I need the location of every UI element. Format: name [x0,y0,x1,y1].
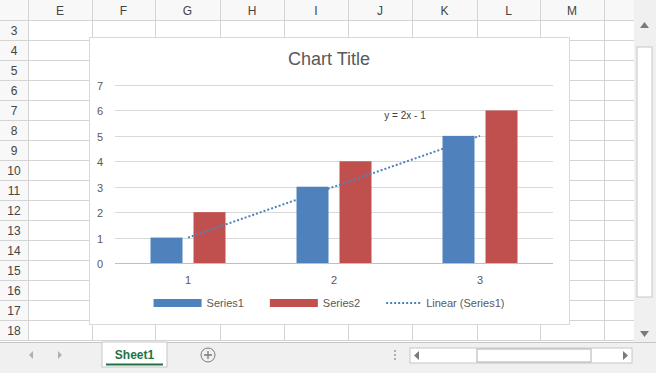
trendline-equation: y = 2x - 1 [384,110,426,121]
y-tick-label: 5 [97,131,103,143]
legend: Series1 Series2 Linear (Series1) [154,297,505,309]
row-header: 10 [7,164,21,178]
row-header: 18 [7,324,21,338]
sheet-tab[interactable] [102,342,167,367]
row-header: 6 [11,84,18,98]
row-header: 11 [8,184,21,198]
bar [443,136,475,263]
column-header: E [56,4,64,18]
row-header: 8 [11,124,18,138]
row-header: 13 [7,224,21,238]
chart-title: Chart Title [288,49,370,69]
plot-marks [151,110,518,263]
chart-area [90,38,570,325]
y-tick-label: 3 [97,182,103,194]
row-header: 15 [7,264,21,278]
legend-label: Linear (Series1) [426,297,504,309]
horizontal-scroll-thumb[interactable] [477,349,591,362]
sheet-background [0,0,634,341]
scroll-right-arrow[interactable] [623,351,628,360]
x-tick-label: 3 [477,274,483,286]
scroll-up-arrow[interactable] [640,22,649,28]
scroll-down-arrow[interactable] [640,331,649,337]
row-header: 14 [7,244,21,258]
tab-scroll-right[interactable] [58,351,62,359]
legend-swatch [270,299,318,307]
y-tick-label: 2 [97,207,103,219]
row-header-bar [0,0,28,341]
row-header: 12 [7,204,21,218]
bar [151,238,183,263]
scroll-left-arrow[interactable] [414,351,419,360]
splitter-dot [394,358,396,360]
column-line [604,0,605,341]
row-header: 9 [11,144,18,158]
row-line [0,340,634,341]
add-sheet-plus [204,351,212,359]
column-header: H [248,4,257,18]
legend-label: Series1 [207,297,244,309]
column-line [28,0,29,341]
column-header: M [567,4,577,18]
add-sheet-button[interactable] [201,348,215,362]
row-header: 17 [7,304,21,318]
trend-line [188,136,480,238]
screen: EFGHIJKLM3456789101112131415161718Sheet1… [0,0,656,373]
tab-scroll-left[interactable] [29,351,33,359]
legend-label: Series2 [323,297,360,309]
bar [297,187,329,263]
sheet-tab-bar [0,342,656,373]
row-header: 7 [11,104,18,118]
x-tick-label: 2 [331,274,337,286]
scroll-thumb[interactable] [637,47,652,297]
y-tick-label: 0 [97,258,103,270]
chart: Chart Title01234567123y = 2x - 1Series1S… [90,38,570,325]
column-header: I [314,4,317,18]
vertical-scrollbar [634,0,656,343]
column-header-bar [0,0,634,21]
y-tick-label: 7 [97,80,103,92]
bar [340,161,372,263]
column-header: L [505,4,512,18]
x-tick-label: 1 [185,274,191,286]
bar [486,110,518,263]
bar [194,212,226,263]
sheet-tab-label[interactable]: Sheet1 [115,348,155,362]
row-line [0,20,634,21]
legend-swatch [154,299,202,307]
splitter-dot [394,354,396,356]
grid-line [115,85,553,86]
row-header: 5 [11,64,18,78]
horizontal-scrollbar [410,348,632,363]
row-header: 4 [11,44,18,58]
splitter-dot [394,350,396,352]
y-tick-label: 1 [97,233,103,245]
column-header: J [377,4,383,18]
column-header: K [440,4,448,18]
sheet-tab-underline [106,364,163,366]
row-header: 3 [11,24,18,38]
y-tick-label: 6 [97,105,103,117]
tab-bar-border [0,342,656,343]
column-header: G [183,4,192,18]
legend-swatch [386,302,421,304]
row-header: 16 [7,284,21,298]
column-header: F [120,4,127,18]
grid-line [115,263,553,264]
y-tick-label: 4 [97,156,103,168]
